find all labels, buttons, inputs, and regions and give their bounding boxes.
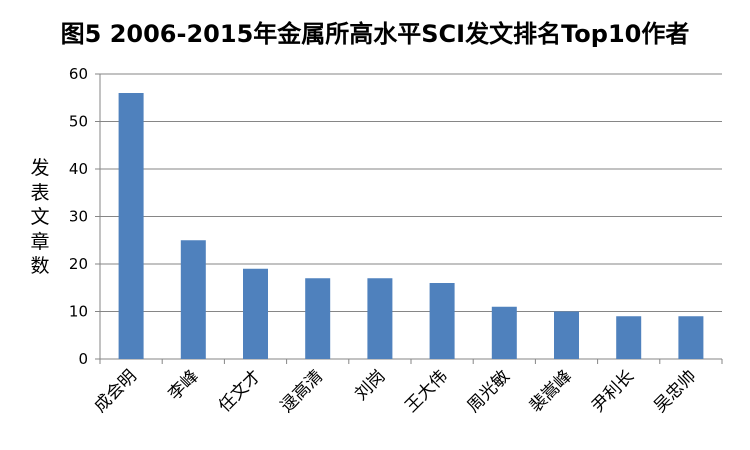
y-tick-label: 40: [69, 160, 88, 178]
y-tick-label: 60: [69, 65, 88, 83]
y-axis-label-char: 发: [30, 157, 50, 179]
y-axis-label-char: 文: [30, 206, 50, 228]
y-axis-label: 发表文章数: [28, 156, 52, 279]
y-tick-label: 10: [69, 303, 88, 321]
x-category-label: 逯高清: [277, 366, 327, 416]
x-category-label: 李峰: [165, 366, 203, 404]
y-tick-label: 30: [69, 208, 88, 226]
bar: [305, 278, 331, 359]
x-category-label: 王大伟: [401, 366, 451, 416]
bar: [491, 306, 517, 359]
x-category-label: 裴嵩峰: [526, 366, 576, 416]
y-tick-label: 50: [69, 113, 88, 131]
bar: [367, 278, 393, 359]
bar: [678, 316, 704, 359]
bar: [243, 268, 268, 359]
x-category-label: 任文才: [215, 366, 265, 416]
bar: [429, 283, 455, 359]
bar: [616, 316, 642, 359]
bar: [180, 240, 206, 359]
y-tick-label: 0: [78, 350, 88, 368]
bar: [554, 311, 579, 359]
x-category-label: 周光敏: [464, 366, 514, 416]
x-category-label: 尹利长: [588, 366, 638, 416]
chart-title: 图5 2006-2015年金属所高水平SCI发文排名Top10作者: [60, 20, 690, 48]
y-axis-label-char: 表: [30, 181, 50, 204]
y-axis-label-char: 章: [30, 230, 50, 253]
x-category-label: 吴忠帅: [650, 366, 700, 416]
x-category-label: 成会明: [90, 366, 140, 416]
bar: [118, 93, 144, 359]
x-category-label: 刘岗: [351, 366, 389, 404]
y-axis-label-char: 数: [30, 255, 50, 277]
y-tick-label: 20: [69, 255, 88, 273]
